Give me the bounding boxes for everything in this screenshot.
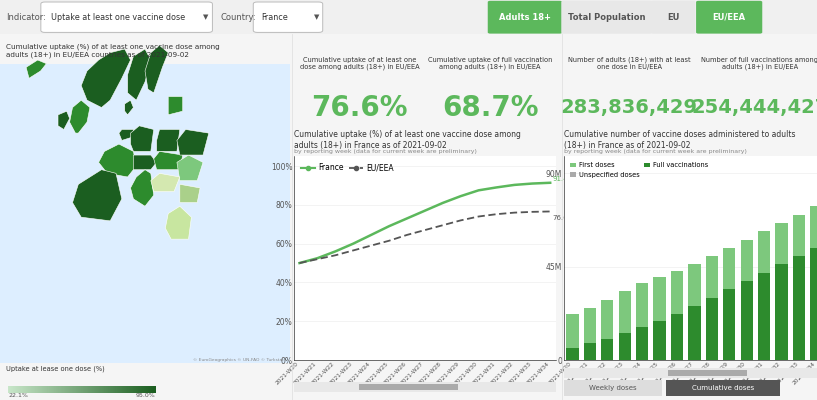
- Legend: France, EU/EEA: France, EU/EEA: [298, 160, 397, 175]
- Text: Weekly doses: Weekly doses: [589, 385, 636, 391]
- Polygon shape: [58, 111, 69, 130]
- Bar: [793, 214, 805, 256]
- Text: 76.6%: 76.6%: [553, 215, 575, 221]
- Polygon shape: [145, 45, 168, 93]
- Polygon shape: [168, 96, 183, 115]
- Text: Number of adults (18+) with at least
one dose in EU/EEA: Number of adults (18+) with at least one…: [568, 57, 690, 70]
- Text: 283,836,429: 283,836,429: [560, 98, 698, 117]
- Bar: [654, 277, 666, 320]
- Polygon shape: [177, 130, 209, 155]
- Polygon shape: [133, 155, 157, 170]
- Text: Cumulative uptake of full vaccination
among adults (18+) in EU/EEA: Cumulative uptake of full vaccination am…: [428, 57, 552, 70]
- Text: 68.7%: 68.7%: [442, 94, 538, 122]
- Polygon shape: [69, 100, 90, 133]
- Text: Uptake at lease one dose (%): Uptake at lease one dose (%): [6, 365, 105, 372]
- Polygon shape: [180, 184, 200, 202]
- Text: Country:: Country:: [221, 13, 257, 22]
- Bar: [601, 339, 614, 360]
- Text: © EuroGeographics © UN-FAO © Turkstat: © EuroGeographics © UN-FAO © Turkstat: [194, 358, 284, 362]
- Bar: [689, 306, 700, 360]
- Text: Cumulative uptake (%) of at least one vaccine dose among
adults (18+) in EU/EEA : Cumulative uptake (%) of at least one va…: [6, 44, 220, 58]
- Text: Adults 18+: Adults 18+: [499, 13, 551, 22]
- Text: 254,444,427: 254,444,427: [691, 98, 817, 117]
- Bar: [566, 314, 578, 348]
- Polygon shape: [157, 130, 180, 151]
- Text: 22.1%: 22.1%: [8, 393, 28, 398]
- Polygon shape: [26, 60, 47, 78]
- Polygon shape: [119, 130, 133, 140]
- Text: 76.6%: 76.6%: [311, 94, 408, 122]
- Text: ▼: ▼: [203, 14, 209, 20]
- Polygon shape: [151, 173, 180, 192]
- Text: Cumulative uptake of at least one
dose among adults (18+) in EU/EEA: Cumulative uptake of at least one dose a…: [300, 57, 419, 70]
- Polygon shape: [131, 126, 154, 151]
- Text: Indicator:: Indicator:: [7, 13, 47, 22]
- Polygon shape: [177, 155, 203, 181]
- Bar: [758, 231, 770, 273]
- Bar: [723, 248, 735, 289]
- Polygon shape: [154, 151, 183, 170]
- Text: EU: EU: [667, 13, 680, 22]
- Bar: [618, 333, 631, 360]
- Bar: [741, 240, 752, 281]
- Text: EU/EEA: EU/EEA: [712, 13, 746, 22]
- Bar: [636, 283, 648, 327]
- Polygon shape: [81, 49, 131, 108]
- Bar: [689, 264, 700, 306]
- Legend: First doses, Unspecified doses, Full vaccinations: First doses, Unspecified doses, Full vac…: [567, 160, 711, 180]
- Bar: [723, 289, 735, 360]
- Text: Uptake at least one vaccine dose: Uptake at least one vaccine dose: [51, 13, 185, 22]
- Text: Number of full vaccinations among
adults (18+) in EU/EEA: Number of full vaccinations among adults…: [701, 57, 817, 70]
- Bar: [0, 64, 290, 364]
- Bar: [601, 300, 614, 339]
- Bar: [775, 264, 788, 360]
- Bar: [758, 273, 770, 360]
- Bar: [793, 256, 805, 360]
- Polygon shape: [131, 170, 154, 206]
- Text: by reporting week (data for current week are preliminary): by reporting week (data for current week…: [564, 149, 747, 154]
- Text: ▼: ▼: [314, 14, 319, 20]
- Bar: [671, 271, 683, 314]
- Bar: [671, 314, 683, 360]
- Bar: [566, 348, 578, 360]
- Text: Cumulative number of vaccine doses administered to adults
(18+) in France as of : Cumulative number of vaccine doses admin…: [564, 130, 795, 150]
- Text: by reporting week (data for current week are preliminary): by reporting week (data for current week…: [294, 149, 477, 154]
- Bar: [636, 327, 648, 360]
- Text: Cumulative uptake (%) of at least one vaccine dose among
adults (18+) in France : Cumulative uptake (%) of at least one va…: [294, 130, 521, 150]
- Bar: [706, 256, 718, 298]
- Polygon shape: [73, 170, 122, 221]
- Bar: [810, 248, 817, 360]
- Bar: [810, 206, 817, 248]
- Bar: [775, 223, 788, 264]
- Bar: [706, 298, 718, 360]
- Polygon shape: [165, 206, 191, 239]
- Text: 91.4%: 91.4%: [553, 176, 575, 182]
- Polygon shape: [127, 49, 151, 100]
- Polygon shape: [99, 144, 136, 177]
- Bar: [618, 292, 631, 333]
- Bar: [741, 281, 752, 360]
- Text: Total Population: Total Population: [568, 13, 645, 22]
- Text: 95.0%: 95.0%: [136, 393, 155, 398]
- Polygon shape: [125, 100, 133, 115]
- Bar: [654, 320, 666, 360]
- Text: Cumulative doses: Cumulative doses: [692, 385, 754, 391]
- Bar: [584, 343, 596, 360]
- Text: France: France: [261, 13, 288, 22]
- Bar: [584, 308, 596, 343]
